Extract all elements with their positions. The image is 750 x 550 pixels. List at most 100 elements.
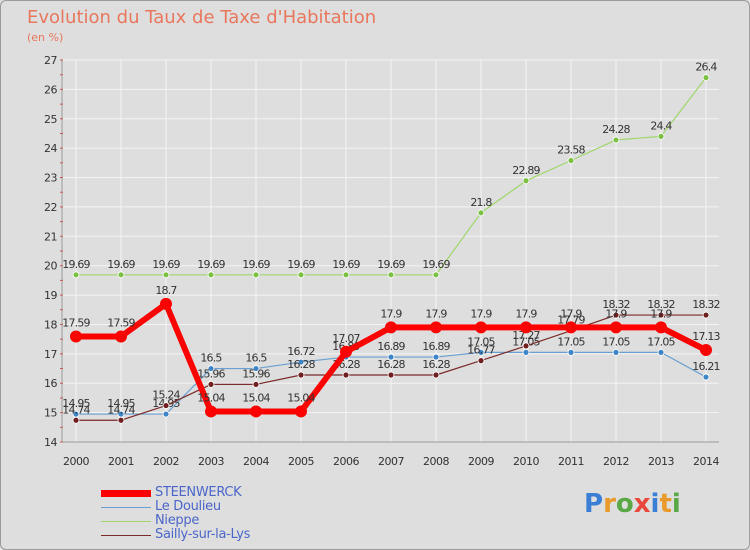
x-tick-label: 2008 [423,455,449,468]
y-tick-label: 15 [44,407,57,420]
data-label: 24.4 [650,119,672,132]
data-point [342,371,350,379]
x-tick-label: 2006 [333,455,359,468]
legend-item: Nieppe [101,513,401,528]
logo-letter: x [633,489,651,519]
data-point [162,410,170,418]
legend-label: Le Doulieu [155,499,221,514]
data-label: 23.58 [557,143,585,156]
x-tick-label: 2011 [558,455,584,468]
x-tick-label: 2012 [603,455,629,468]
data-point [565,321,577,334]
y-tick-label: 26 [44,83,57,96]
data-label: 15.24 [152,389,180,402]
data-label: 16.89 [422,340,450,353]
data-label: 17.59 [107,317,135,330]
data-label: 17.05 [647,335,675,348]
data-label: 14.95 [107,397,135,410]
x-tick-label: 2010 [513,455,539,468]
data-label: 19.69 [422,258,450,271]
data-point [655,321,667,334]
data-label: 17.79 [557,314,585,327]
logo-letter: t [659,489,672,519]
data-label: 17.27 [512,329,540,342]
data-label: 19.69 [377,258,405,271]
data-point [612,136,620,144]
data-label: 15.96 [242,367,270,380]
data-point [567,348,575,356]
data-label: 19.69 [242,258,270,271]
data-label: 21.8 [470,196,492,209]
chart-title: Evolution du Taux de Taxe d'Habitation [27,7,377,28]
data-label: 19.69 [287,258,315,271]
data-label: 16.28 [287,358,315,371]
data-point [252,365,260,372]
y-tick-label: 27 [44,54,57,67]
data-label: 26.4 [695,61,717,74]
data-point [117,271,125,279]
data-label: 17.9 [560,307,582,320]
data-point [72,271,80,279]
data-point [477,357,485,365]
legend-swatch [101,535,151,536]
data-label: 16.77 [467,344,495,357]
data-label: 16.89 [377,340,405,353]
data-label: 17.07 [332,332,360,345]
y-tick-label: 17 [44,348,57,361]
data-label: 14.74 [107,403,135,416]
x-tick-label: 2014 [693,455,719,468]
y-tick-label: 21 [44,230,57,243]
data-point [657,348,665,356]
data-point [702,74,710,82]
data-label: 16.72 [287,345,315,358]
y-tick-label: 25 [44,113,57,126]
data-point [70,330,82,343]
data-point [432,353,440,361]
data-label: 19.69 [152,258,180,271]
logo-letter: i [650,489,660,519]
data-label: 18.32 [692,298,720,311]
data-label: 17.9 [515,307,537,320]
data-label: 16.5 [200,352,222,365]
y-tick-label: 22 [44,201,57,214]
data-label: 17.9 [650,307,672,320]
proxiti-logo: Proxiti [584,489,681,519]
logo-letter: i [671,489,681,519]
data-point [162,271,170,279]
data-point [612,311,620,319]
data-label: 14.95 [62,397,90,410]
data-label: 17.59 [62,317,90,330]
data-point [477,348,485,356]
data-point [387,371,395,379]
data-label: 16.5 [245,352,267,365]
data-point [117,416,125,424]
x-tick-label: 2013 [648,455,674,468]
data-point [432,271,440,279]
x-tick-label: 2009 [468,455,494,468]
data-label: 17.05 [512,335,540,348]
data-label: 24.28 [602,123,630,136]
data-label: 19.69 [62,258,90,271]
data-label: 17.9 [380,307,402,320]
data-point [342,271,350,279]
data-label: 17.9 [470,307,492,320]
legend: STEENWERCK Le Doulieu Nieppe Sailly-sur-la-… [101,485,401,542]
data-point [162,402,170,409]
x-tick-label: 2000 [63,455,89,468]
logo-letter: r [603,489,616,519]
chart-subtitle: (en %) [27,31,64,44]
x-tick-label: 2002 [153,455,179,468]
data-point [297,358,305,366]
data-point [340,345,352,358]
data-point [252,381,260,388]
legend-swatch [101,521,151,522]
data-label: 17.05 [557,335,585,348]
x-tick-label: 2007 [378,455,404,468]
y-tick-label: 23 [44,172,57,185]
x-tick-label: 2003 [198,455,224,468]
data-label: 18.32 [602,298,630,311]
y-tick-label: 19 [44,289,57,302]
data-point [297,271,305,279]
data-point [612,348,620,356]
